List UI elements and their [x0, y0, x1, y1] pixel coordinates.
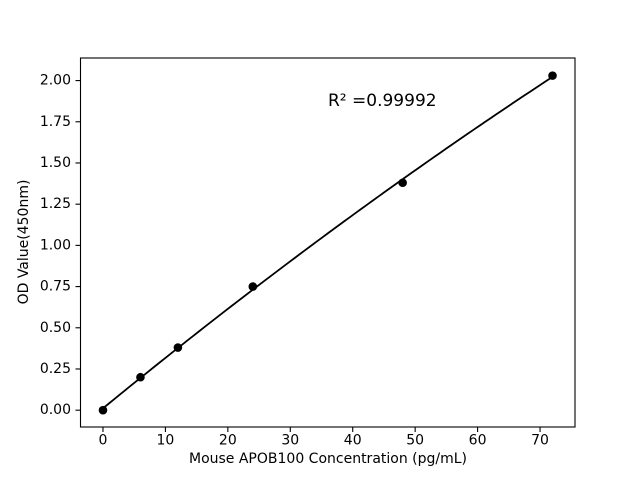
x-tick-label: 0 — [99, 433, 108, 449]
y-tick-label: 1.00 — [40, 237, 71, 253]
data-point — [548, 71, 557, 80]
y-tick-label: 2.00 — [40, 73, 71, 89]
x-tick-label: 70 — [531, 433, 549, 449]
y-tick-label: 0.75 — [40, 279, 71, 295]
data-point — [98, 405, 108, 415]
y-tick-label: 0.25 — [40, 361, 71, 377]
x-tick-label: 60 — [469, 433, 487, 449]
data-point — [173, 343, 183, 352]
x-tick-label: 10 — [157, 433, 175, 449]
r-squared-annotation: R² =0.99992 — [328, 91, 437, 111]
x-tick-label: 30 — [281, 433, 299, 449]
x-tick-label: 40 — [344, 433, 362, 449]
data-point — [136, 372, 145, 382]
axes-spines — [79, 57, 576, 428]
y-tick-label: 1.50 — [40, 155, 71, 171]
y-tick-label: 0.00 — [40, 402, 71, 418]
x-tick-label: 50 — [406, 433, 424, 449]
y-axis-label: OD Value(450nm) — [16, 179, 32, 305]
x-tick-label: 20 — [219, 433, 237, 449]
x-axis-label: Mouse APOB100 Concentration (pg/mL) — [188, 451, 468, 467]
y-tick-label: 1.25 — [40, 196, 71, 212]
data-point — [248, 282, 258, 291]
y-tick-label: 0.50 — [40, 320, 71, 336]
y-tick-label: 1.75 — [40, 114, 71, 130]
fit-curve — [102, 75, 554, 410]
data-point — [398, 178, 407, 188]
